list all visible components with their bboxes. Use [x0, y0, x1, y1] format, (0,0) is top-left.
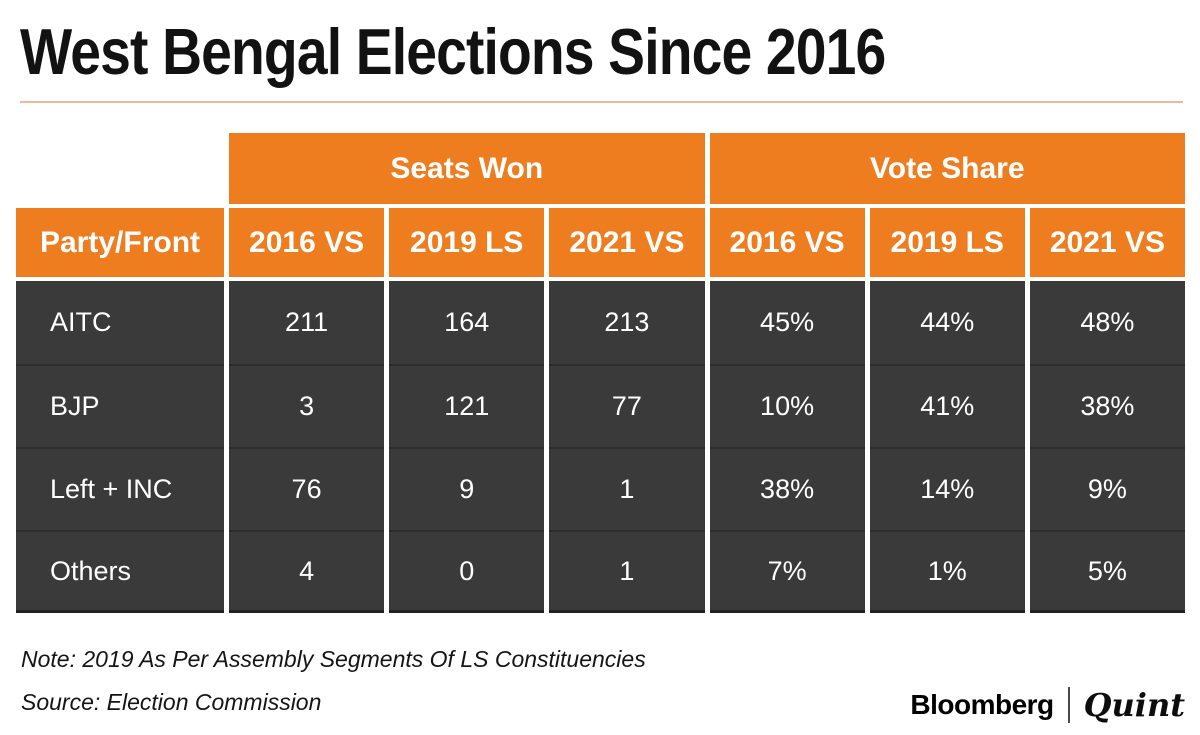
value-cell: 41%: [869, 364, 1025, 447]
value-cell: 5%: [1029, 530, 1185, 613]
column-header-vote-2021: 2021 VS: [1029, 208, 1185, 277]
note-text: Note: 2019 As Per Assembly Segments Of L…: [21, 646, 646, 672]
party-cell: AITC: [16, 281, 224, 364]
corner-spacer: [16, 133, 224, 204]
value-cell: 4: [229, 530, 385, 613]
column-header-seats-2016: 2016 VS: [229, 208, 385, 277]
value-cell: 45%: [709, 281, 865, 364]
value-cell: 213: [549, 281, 705, 364]
value-cell: 77: [549, 364, 705, 447]
value-cell: 3: [229, 364, 385, 447]
logo-divider: [1067, 687, 1070, 723]
value-cell: 10%: [709, 364, 865, 447]
table-group-header-row: Seats Won Vote Share: [16, 133, 1185, 204]
value-cell: 38%: [709, 447, 865, 530]
party-cell: Left + INC: [16, 447, 224, 530]
table-column-header-row: Party/Front 2016 VS 2019 LS 2021 VS 2016…: [16, 208, 1185, 277]
column-header-vote-2019: 2019 LS: [869, 208, 1025, 277]
value-cell: 14%: [869, 447, 1025, 530]
party-cell: Others: [16, 530, 224, 613]
value-cell: 44%: [869, 281, 1025, 364]
quint-logo-text: Quint: [1083, 686, 1185, 724]
value-cell: 9%: [1029, 447, 1185, 530]
group-header-vote-share: Vote Share: [709, 133, 1185, 204]
bloomberg-logo-text: Bloomberg: [910, 689, 1054, 720]
value-cell: 211: [229, 281, 385, 364]
page-title: West Bengal Elections Since 2016: [20, 15, 886, 88]
column-header-party-front: Party/Front: [16, 208, 224, 277]
value-cell: 164: [389, 281, 545, 364]
value-cell: 7%: [709, 530, 865, 613]
publisher-logo: Bloomberg Quint: [910, 686, 1185, 724]
column-header-seats-2019: 2019 LS: [389, 208, 545, 277]
value-cell: 76: [229, 447, 385, 530]
value-cell: 38%: [1029, 364, 1185, 447]
party-cell: BJP: [16, 364, 224, 447]
elections-table: Seats Won Vote Share Party/Front 2016 VS…: [16, 133, 1185, 613]
value-cell: 1: [549, 530, 705, 613]
column-header-vote-2016: 2016 VS: [709, 208, 865, 277]
value-cell: 1: [549, 447, 705, 530]
title-rule-divider: [20, 101, 1183, 103]
table-body: AITC 211 164 213 45% 44% 48% BJP 3 121 77 10% 41% 38%…: [16, 281, 1185, 613]
value-cell: 48%: [1029, 281, 1185, 364]
value-cell: 0: [389, 530, 545, 613]
value-cell: 1%: [869, 530, 1025, 613]
group-header-seats-won: Seats Won: [229, 133, 705, 204]
source-text: Source: Election Commission: [21, 689, 322, 715]
value-cell: 9: [389, 447, 545, 530]
value-cell: 121: [389, 364, 545, 447]
column-header-seats-2021: 2021 VS: [549, 208, 705, 277]
